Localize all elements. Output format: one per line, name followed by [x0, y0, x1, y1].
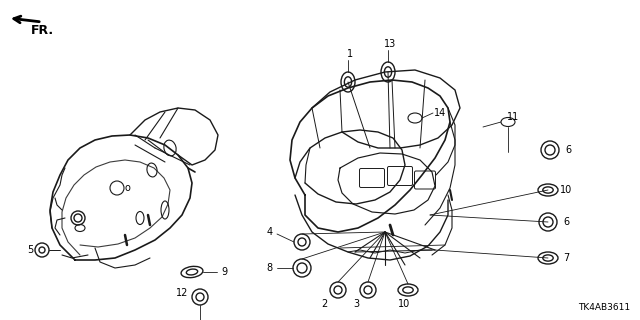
Text: 1: 1	[347, 49, 353, 59]
Text: 6: 6	[565, 145, 571, 155]
Text: 4: 4	[267, 227, 273, 237]
Text: 9: 9	[221, 267, 227, 277]
Text: 12: 12	[176, 288, 188, 298]
Text: 13: 13	[384, 39, 396, 49]
Text: 7: 7	[563, 253, 569, 263]
Text: 5: 5	[27, 245, 33, 255]
Text: 11: 11	[507, 112, 519, 122]
Text: 8: 8	[266, 263, 272, 273]
Text: 10: 10	[560, 185, 572, 195]
Text: FR.: FR.	[31, 23, 54, 36]
Text: o: o	[124, 183, 130, 193]
Text: 3: 3	[353, 299, 359, 309]
Text: 10: 10	[398, 299, 410, 309]
Text: 14: 14	[434, 108, 446, 118]
Text: 2: 2	[321, 299, 327, 309]
Text: 6: 6	[563, 217, 569, 227]
Text: TK4AB3611: TK4AB3611	[578, 303, 630, 312]
